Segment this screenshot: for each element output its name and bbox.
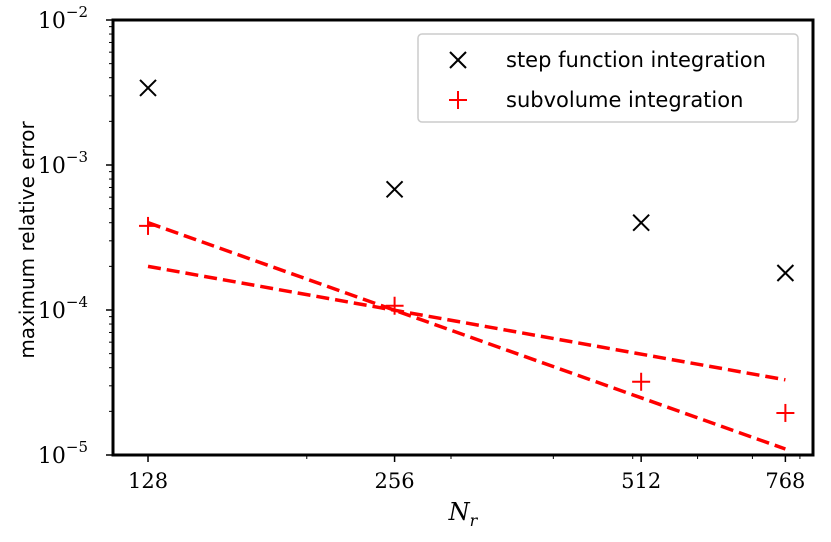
x-tick-label: 128 <box>128 469 168 493</box>
plot-frame <box>111 18 815 457</box>
x-axis: 128 256 512 768 <box>128 455 805 493</box>
x-tick-label: 768 <box>765 469 805 493</box>
y-tick-label: 10−2 <box>38 3 88 34</box>
legend-marker-1 <box>449 51 467 69</box>
series-1-point-3 <box>632 213 650 232</box>
legend: step function integration subvolume integ… <box>417 33 799 123</box>
series-2-point-3 <box>632 372 651 391</box>
series-1-point-1 <box>139 79 157 97</box>
data-layer <box>139 79 795 451</box>
series-1-point-4 <box>776 264 795 282</box>
legend-items: step function integration subvolume integ… <box>449 48 766 112</box>
series-1-point-2 <box>385 180 404 198</box>
y-axis-label: maximum relative error <box>15 121 39 359</box>
series-2-point-2 <box>385 296 404 315</box>
legend-label-1: step function integration <box>506 48 766 72</box>
y-axis: 10−5 10−4 10−3 10−2 <box>38 3 113 469</box>
legend-box <box>417 33 799 123</box>
legend-label-2: subvolume integration <box>506 88 743 112</box>
series-2-point-1 <box>139 216 158 235</box>
y-tick-label: 10−5 <box>38 438 88 469</box>
reference-line-1 <box>147 221 786 451</box>
y-tick-label: 10−3 <box>38 148 88 179</box>
series-2-point-4 <box>776 403 795 422</box>
x-axis-label: Nr <box>448 498 479 530</box>
y-tick-label: 10−4 <box>38 293 88 324</box>
x-tick-label: 512 <box>621 469 661 493</box>
legend-marker-2 <box>449 91 467 109</box>
x-tick-label: 256 <box>375 469 415 493</box>
reference-line-2 <box>147 264 786 382</box>
